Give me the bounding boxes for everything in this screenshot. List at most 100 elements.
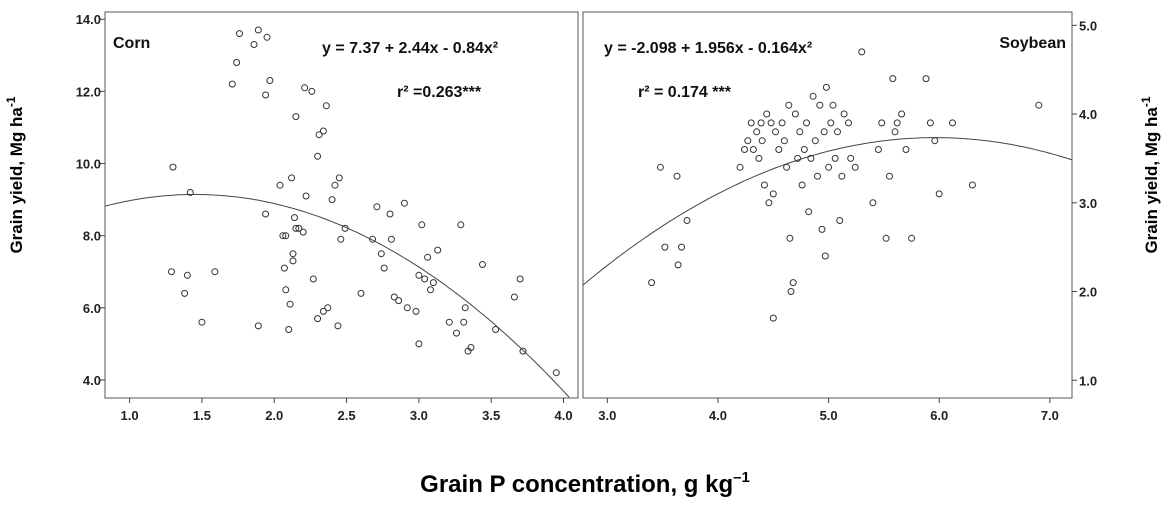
x-tick-label: 7.0: [1041, 408, 1059, 423]
data-point: [400, 199, 408, 207]
data-point: [803, 119, 810, 127]
data-point: [805, 208, 813, 216]
data-point: [769, 314, 777, 322]
x-axis-title-text: Grain P concentration, g kg: [420, 471, 733, 498]
data-point: [183, 271, 191, 279]
data-point: [838, 172, 846, 180]
data-point: [460, 318, 468, 326]
data-point: [337, 235, 345, 243]
right-y-axis-title-text: Grain yield, Mg ha: [1142, 107, 1161, 254]
data-point: [760, 181, 768, 189]
data-point: [922, 75, 930, 83]
data-point: [1035, 101, 1043, 109]
data-point: [282, 286, 290, 294]
data-point: [840, 110, 848, 118]
crop-label: Soybean: [999, 35, 1066, 52]
y-tick-label: 10.0: [76, 157, 101, 172]
data-point: [744, 137, 752, 145]
data-point: [467, 344, 475, 351]
data-point: [299, 228, 307, 236]
data-point: [893, 119, 901, 127]
data-point: [800, 146, 808, 153]
plot-frame: [104, 11, 579, 399]
data-point: [891, 128, 899, 136]
data-point: [791, 110, 799, 118]
data-point: [291, 214, 298, 222]
data-point: [301, 84, 309, 92]
data-point: [412, 307, 420, 315]
data-point: [169, 163, 177, 171]
data-point: [822, 83, 830, 91]
left-y-axis-title-text: Grain yield, Mg ha: [7, 107, 26, 254]
data-point: [386, 210, 394, 218]
data-point: [741, 146, 748, 153]
data-point: [289, 250, 297, 258]
data-point: [811, 137, 819, 145]
data-point: [874, 146, 882, 153]
data-point: [968, 181, 976, 189]
right-y-axis-title-exponent: -1: [1139, 96, 1153, 107]
data-point: [829, 101, 837, 109]
data-point: [847, 154, 855, 162]
data-point: [295, 224, 303, 232]
data-point: [341, 224, 349, 232]
data-point: [315, 131, 323, 139]
data-point: [935, 190, 943, 198]
data-point: [445, 318, 453, 326]
x-tick-label: 3.5: [482, 408, 500, 423]
data-point: [765, 199, 773, 207]
data-point: [794, 154, 802, 162]
y-tick-label: 14.0: [76, 12, 101, 27]
data-point: [461, 304, 469, 312]
data-point: [319, 307, 327, 315]
data-point: [254, 26, 262, 34]
data-point: [769, 190, 777, 198]
y-tick-label: 4.0: [83, 373, 101, 388]
data-point: [380, 264, 388, 272]
data-point: [772, 128, 779, 136]
data-point: [818, 225, 826, 233]
y-tick-label: 3.0: [1079, 196, 1097, 211]
data-point: [377, 250, 385, 258]
data-point: [763, 110, 771, 118]
data-point: [787, 288, 795, 295]
data-point: [373, 203, 381, 211]
data-point: [836, 217, 844, 224]
fit-curve: [582, 137, 1073, 286]
data-point: [418, 221, 426, 229]
data-point: [798, 181, 806, 189]
y-tick-label: 6.0: [83, 301, 101, 316]
data-point: [181, 289, 189, 297]
data-point: [851, 163, 859, 171]
x-axis-title: Grain P concentration, g kg–1: [420, 469, 750, 498]
data-point: [809, 92, 817, 100]
regression-equation: y = 7.37 + 2.44x - 0.84x²: [322, 40, 498, 57]
data-point: [778, 119, 786, 127]
x-axis-title-exponent: –1: [733, 469, 750, 486]
x-tick-label: 2.5: [338, 408, 356, 423]
x-tick-label: 4.0: [554, 408, 572, 423]
data-point: [403, 304, 411, 312]
data-point: [674, 261, 682, 269]
x-tick-label: 6.0: [930, 408, 948, 423]
data-point: [858, 48, 866, 56]
y-tick-label: 4.0: [1079, 107, 1097, 122]
data-point: [302, 192, 310, 200]
data-point: [516, 275, 524, 283]
data-point: [753, 128, 761, 136]
data-point: [309, 275, 317, 283]
r-squared: r² = 0.174 ***: [638, 84, 732, 101]
data-point: [678, 243, 685, 251]
data-point: [869, 199, 877, 207]
data-point: [827, 119, 835, 127]
data-point: [292, 224, 300, 232]
data-point: [926, 119, 934, 127]
data-point: [807, 154, 815, 162]
data-point: [421, 275, 429, 283]
data-point: [415, 271, 423, 279]
data-point: [457, 221, 465, 229]
data-point: [357, 289, 365, 297]
data-point: [845, 119, 852, 127]
fit-curve: [104, 194, 570, 398]
